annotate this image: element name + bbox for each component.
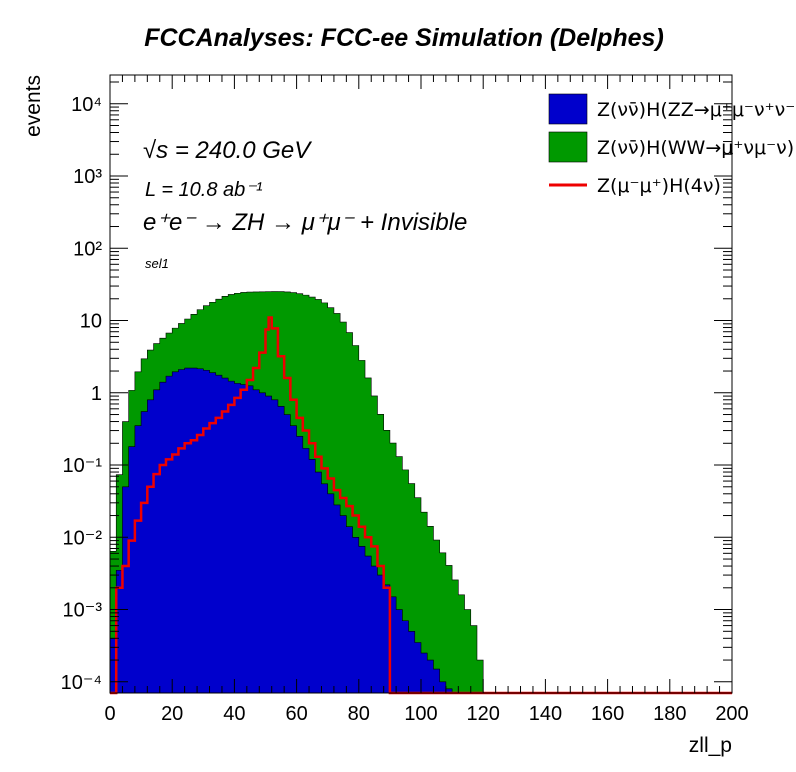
y-tick-label: 10⁻²	[63, 527, 103, 549]
x-tick-label: 120	[467, 703, 500, 725]
legend-swatch	[548, 93, 588, 125]
x-tick-label: 80	[348, 703, 370, 725]
x-tick-label: 100	[404, 703, 437, 725]
y-tick-label: 10⁻³	[63, 600, 103, 622]
annotation-selection: sel1	[145, 256, 169, 271]
legend-label: Z(νν̄)H(ZZ→μ⁺μ⁻ν⁺ν⁻)	[597, 99, 796, 121]
y-tick-label: 10⁴	[71, 94, 102, 116]
y-tick-label: 10	[80, 311, 102, 333]
legend-swatch	[548, 131, 588, 163]
y-tick-label: 10⁻¹	[63, 455, 103, 477]
series-4nu-line	[110, 316, 732, 695]
annotation-lumi: L = 10.8 ab⁻¹	[145, 179, 263, 201]
x-tick-label: 0	[104, 703, 115, 725]
x-axis: 0 20 40 60 80 100 120 140 160 180 200	[104, 75, 749, 725]
annotation-energy-text: √s = 240.0 GeV	[143, 137, 312, 164]
legend-label: Z(νν̄)H(WW→μ⁺νμ⁻ν)	[597, 137, 794, 159]
legend: Z(νν̄)H(ZZ→μ⁺μ⁻ν⁺ν⁻) Z(νν̄)H(WW→μ⁺νμ⁻ν) Z(…	[548, 93, 796, 197]
y-tick-label: 10⁻⁴	[61, 672, 102, 694]
x-tick-label: 200	[715, 703, 748, 725]
y-tick-label: 10³	[73, 166, 102, 188]
x-tick-label: 60	[285, 703, 307, 725]
chart-title: FCCAnalyses: FCC-ee Simulation (Delphes)	[144, 24, 664, 52]
x-tick-label: 160	[591, 703, 624, 725]
y-tick-label: 1	[91, 383, 102, 405]
y-tick-label: 10²	[73, 238, 102, 260]
x-tick-label: 40	[223, 703, 245, 725]
series-zz-area	[109, 367, 459, 694]
legend-label: Z(μ⁻μ⁺)H(4ν)	[597, 175, 721, 197]
x-tick-label: 20	[161, 703, 183, 725]
x-tick-label: 140	[529, 703, 562, 725]
x-tick-label: 180	[653, 703, 686, 725]
annotation-energy: √s = 240.0 GeV	[143, 137, 312, 164]
annotation-process: e⁺e⁻ → ZH → μ⁺μ⁻ + Invisible	[143, 209, 467, 236]
y-axis-label: events	[22, 75, 45, 137]
y-axis: 10⁻⁴ 10⁻³ 10⁻² 10⁻¹ 1 10 10² 10³ 10⁴	[61, 81, 732, 694]
plot-area	[109, 291, 732, 695]
x-axis-label: zll_p	[689, 734, 732, 757]
